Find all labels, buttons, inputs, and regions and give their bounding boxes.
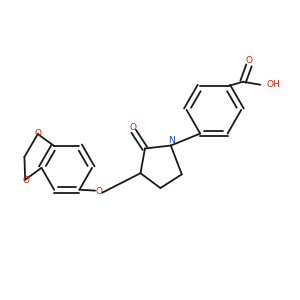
Text: OH: OH bbox=[267, 80, 280, 89]
Text: O: O bbox=[245, 56, 253, 65]
Text: O: O bbox=[35, 129, 42, 138]
Text: N: N bbox=[168, 136, 175, 145]
Text: O: O bbox=[95, 187, 102, 196]
Text: O: O bbox=[129, 123, 136, 132]
Text: O: O bbox=[22, 176, 29, 185]
